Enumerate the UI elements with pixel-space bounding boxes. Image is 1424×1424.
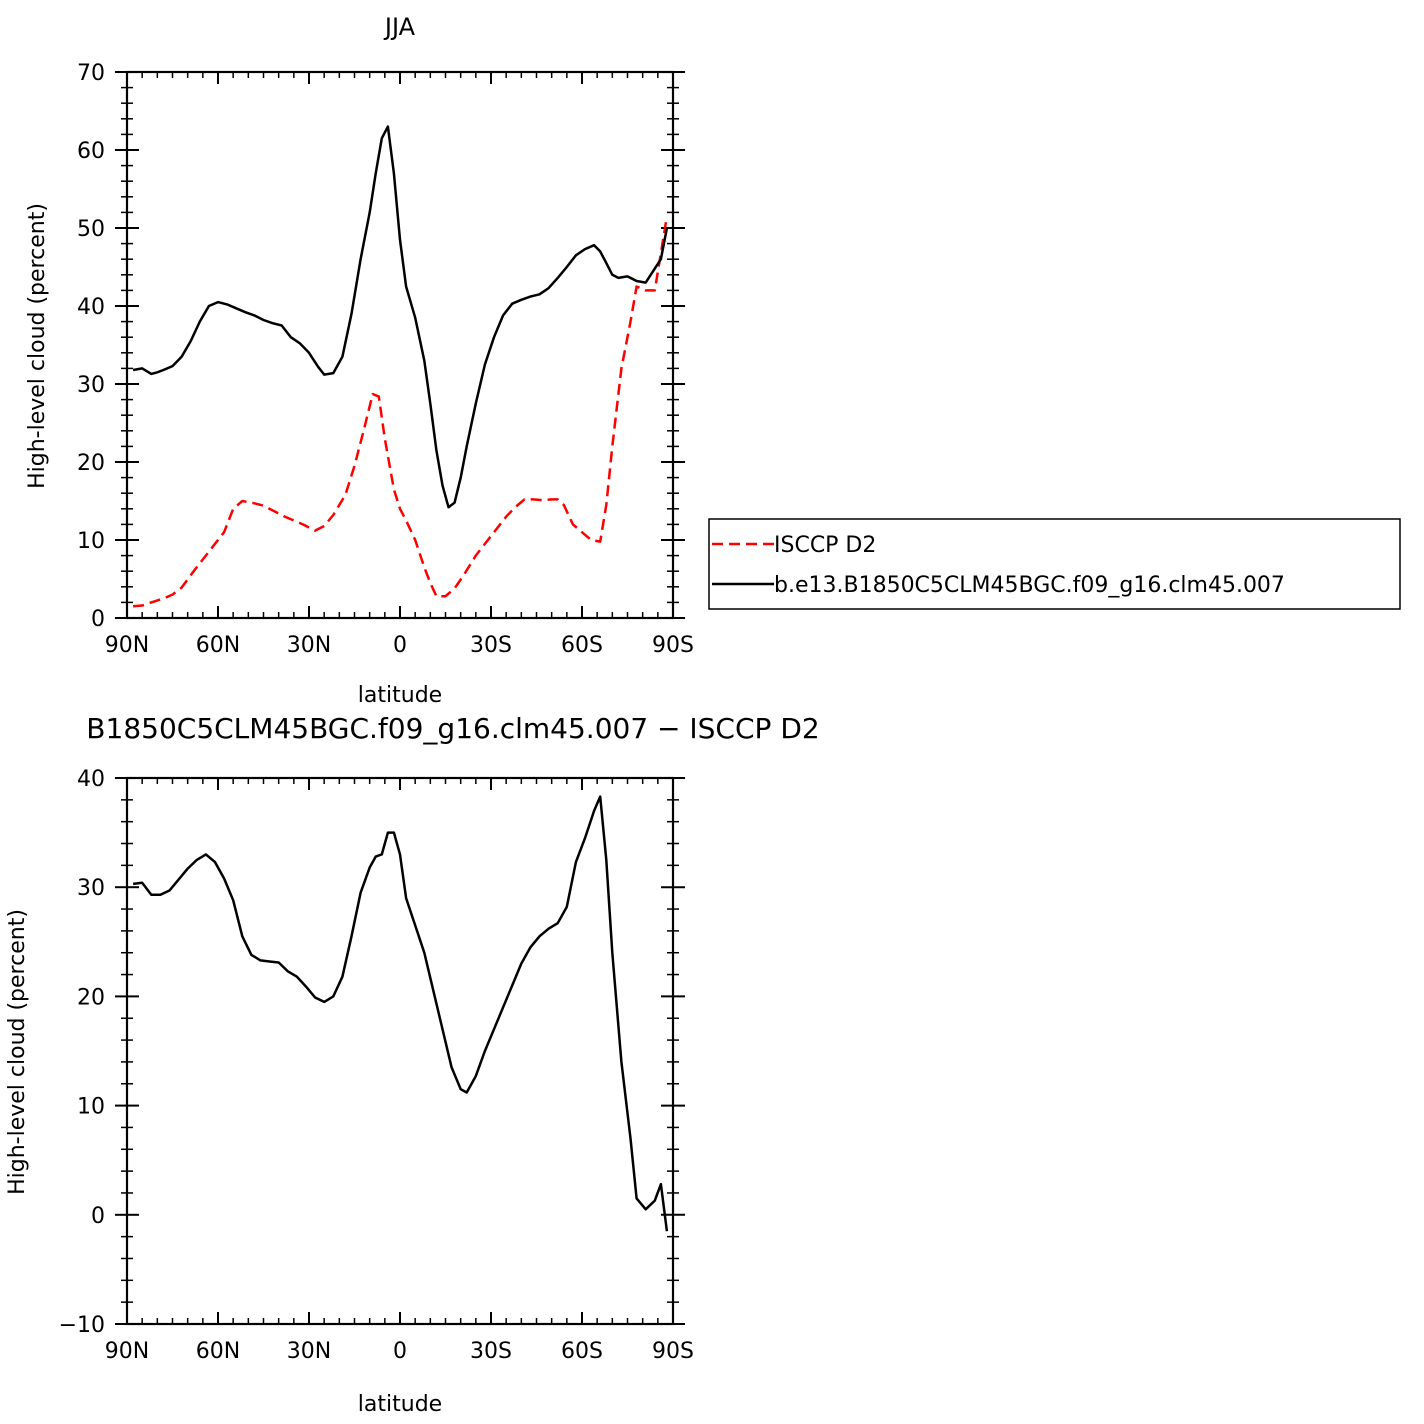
- top-series-line-1: [132, 125, 669, 509]
- top-x-tick-label: 90N: [105, 633, 149, 658]
- bottom-series-line-0: [132, 795, 669, 1232]
- top-y-tick-label: 10: [77, 529, 105, 554]
- top-y-tick-label: 30: [77, 373, 105, 398]
- top-y-tick-label: 0: [91, 607, 105, 632]
- legend-label-model: b.e13.B1850C5CLM45BGC.f09_g16.clm45.007: [774, 573, 1285, 598]
- bottom-y-tick-label: 40: [77, 767, 105, 792]
- top-y-axis-label: High-level cloud (percent): [25, 203, 50, 489]
- top-y-tick-label: 40: [77, 295, 105, 320]
- top-y-tick-label: 60: [77, 139, 105, 164]
- top-x-tick-label: 30N: [287, 633, 331, 658]
- top-chart-panel: JJA 90N 60N 30N 0 30S 60S 90S 0 10 20 30 40 50 60 70 l…: [25, 13, 694, 708]
- top-x-axis-label: latitude: [358, 683, 442, 708]
- top-chart-title: JJA: [383, 13, 416, 41]
- top-x-tick-label: 60S: [561, 633, 603, 658]
- bottom-y-tick-label: −10: [59, 1313, 105, 1338]
- top-plot-frame: [125, 70, 675, 620]
- bottom-plot-area: 90N 60N 30N 0 30S 60S 90S −10 0 10 20 30 40: [59, 767, 694, 1364]
- bottom-x-tick-label: 0: [393, 1339, 407, 1364]
- bottom-y-tick-label: 0: [91, 1204, 105, 1229]
- top-x-tick-label: 0: [393, 633, 407, 658]
- top-x-tick-label: 90S: [652, 633, 694, 658]
- bottom-chart-panel: B1850C5CLM45BGC.f09_g16.clm45.007 − ISCC…: [5, 712, 820, 1417]
- bottom-x-tick-label: 30N: [287, 1339, 331, 1364]
- top-series-line-0: [132, 216, 669, 608]
- bottom-x-tick-label: 60N: [196, 1339, 240, 1364]
- bottom-y-tick-label: 20: [77, 985, 105, 1010]
- top-x-tick-label: 60N: [196, 633, 240, 658]
- bottom-x-tick-label: 90N: [105, 1339, 149, 1364]
- top-y-tick-label: 50: [77, 217, 105, 242]
- legend-label-isccp: ISCCP D2: [774, 533, 876, 558]
- legend-box: [708, 518, 1401, 610]
- bottom-y-tick-label: 30: [77, 876, 105, 901]
- bottom-y-axis-label: High-level cloud (percent): [5, 909, 30, 1195]
- legend: ISCCP D2 b.e13.B1850C5CLM45BGC.f09_g16.c…: [708, 518, 1401, 610]
- bottom-x-tick-label: 30S: [470, 1339, 512, 1364]
- top-x-tick-label: 30S: [470, 633, 512, 658]
- top-plot-area: 90N 60N 30N 0 30S 60S 90S 0 10 20 30 40 50 60 70: [77, 61, 694, 658]
- top-y-tick-label: 20: [77, 451, 105, 476]
- bottom-y-tick-label: 10: [77, 1095, 105, 1120]
- bottom-x-axis-label: latitude: [358, 1392, 442, 1417]
- top-y-tick-label: 70: [77, 61, 105, 86]
- bottom-x-tick-label: 90S: [652, 1339, 694, 1364]
- bottom-chart-title: B1850C5CLM45BGC.f09_g16.clm45.007 − ISCC…: [86, 712, 819, 745]
- bottom-x-tick-label: 60S: [561, 1339, 603, 1364]
